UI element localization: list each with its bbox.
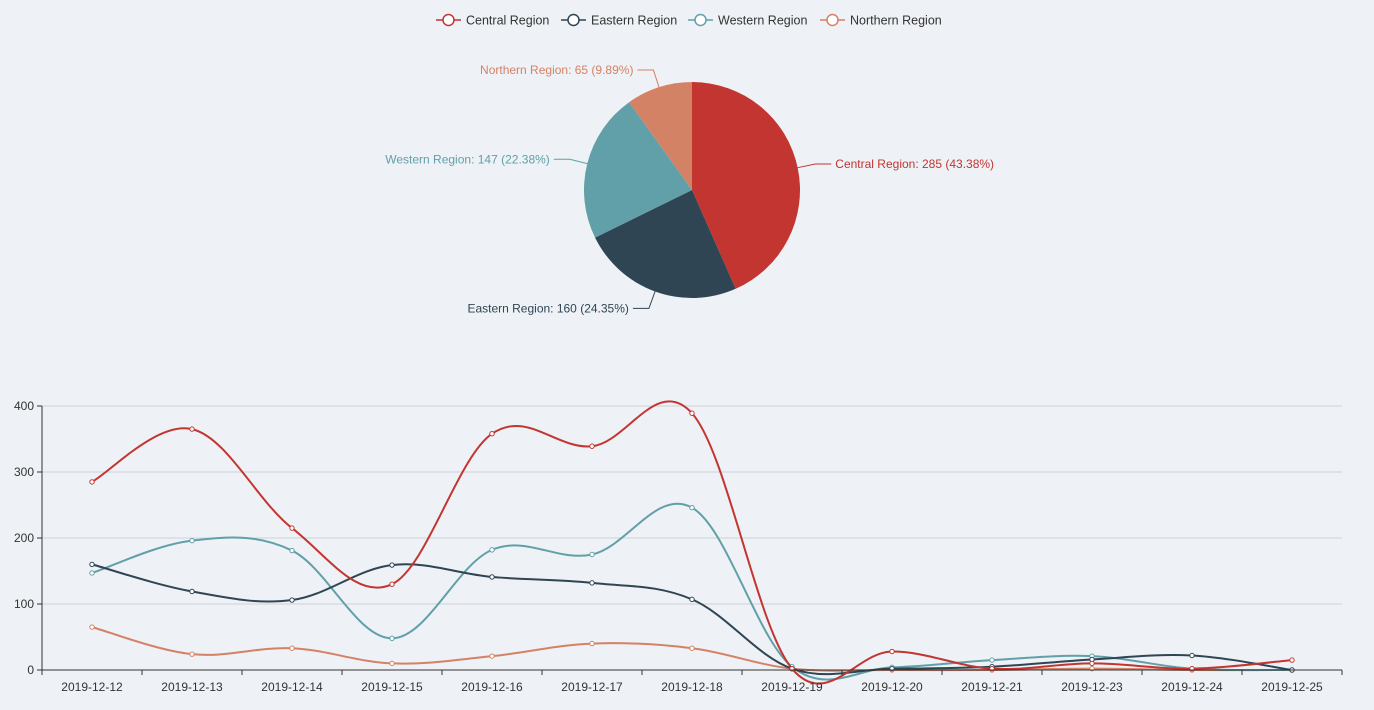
legend-item-central-region[interactable]: Central Region (436, 14, 549, 28)
x-tick-label: 2019-12-23 (1061, 680, 1123, 694)
x-tick-label: 2019-12-13 (161, 680, 223, 694)
x-tick-label: 2019-12-24 (1161, 680, 1223, 694)
data-point-central-region[interactable] (289, 525, 295, 531)
x-tick-label: 2019-12-18 (661, 680, 723, 694)
pie-label-line (553, 158, 588, 165)
data-point-eastern-region[interactable] (489, 574, 495, 580)
data-point-northern-region[interactable] (489, 653, 495, 659)
data-point-eastern-region[interactable] (689, 596, 695, 603)
pie-slice-eastern-region[interactable] (595, 190, 736, 298)
x-tick-label: 2019-12-25 (1261, 680, 1323, 694)
data-point-northern-region[interactable] (289, 645, 295, 651)
data-point-western-region[interactable] (589, 551, 595, 558)
series-western-region (89, 502, 1295, 681)
data-point-eastern-region[interactable] (89, 561, 95, 568)
legend-circle-marker (694, 13, 707, 27)
data-point-eastern-region[interactable] (289, 597, 295, 603)
data-point-central-region[interactable] (689, 410, 695, 416)
pie-label-line (637, 69, 660, 88)
y-tick-label: 0 (27, 663, 34, 677)
data-point-central-region[interactable] (889, 648, 895, 655)
line-chart-series (89, 400, 1295, 685)
data-point-central-region[interactable] (189, 426, 195, 432)
series-central-region (89, 400, 1295, 685)
data-point-northern-region[interactable] (689, 645, 695, 651)
pie-label-eastern-region: Eastern Region: 160 (24.35%) (467, 301, 628, 315)
legend-circle-marker (567, 13, 580, 27)
line-chart-grid (42, 405, 1342, 605)
legend: Central Region Eastern Region Western Regi… (436, 14, 942, 28)
series-line-western-region (91, 502, 1293, 681)
x-tick-label: 2019-12-20 (861, 680, 923, 694)
data-point-western-region[interactable] (489, 547, 495, 553)
pie-label-line (797, 163, 832, 169)
pie-slice-western-region[interactable] (584, 102, 692, 238)
legend-label: Western Region (718, 14, 807, 28)
pie-label-northern-region: Northern Region: 65 (9.89%) (480, 63, 633, 77)
data-point-central-region[interactable] (589, 443, 595, 449)
y-tick-label: 300 (14, 465, 34, 479)
legend-circle-marker (826, 13, 839, 27)
data-point-western-region[interactable] (289, 547, 295, 554)
pie-slice-central-region[interactable] (692, 82, 800, 289)
y-tick-label: 100 (14, 597, 34, 611)
data-point-central-region[interactable] (1289, 657, 1295, 663)
data-point-eastern-region[interactable] (189, 588, 195, 595)
x-tick-label: 2019-12-16 (461, 680, 523, 694)
pie-label-western-region: Western Region: 147 (22.38%) (385, 152, 550, 166)
data-point-western-region[interactable] (689, 504, 695, 511)
data-point-western-region[interactable] (989, 657, 995, 663)
legend-circle-marker (442, 13, 455, 27)
x-tick-label: 2019-12-21 (961, 680, 1023, 694)
legend-item-eastern-region[interactable]: Eastern Region (561, 14, 677, 28)
data-point-eastern-region[interactable] (1189, 652, 1195, 659)
data-point-western-region[interactable] (89, 570, 95, 576)
x-tick-label: 2019-12-12 (61, 680, 123, 694)
data-point-eastern-region[interactable] (389, 562, 395, 568)
data-point-western-region[interactable] (389, 635, 395, 642)
data-point-central-region[interactable] (489, 431, 495, 437)
line-chart-axes: 0 100 200 300 400 2019-12-12 2019-12-13 2019-12… (14, 399, 1343, 694)
pie-chart: Central Region: 285 (43.38%) Eastern Regi… (385, 63, 994, 315)
series-eastern-region (89, 561, 1295, 676)
data-point-western-region[interactable] (189, 537, 195, 544)
data-point-eastern-region[interactable] (589, 580, 595, 586)
y-tick-label: 200 (14, 531, 34, 545)
legend-item-northern-region[interactable]: Northern Region (820, 14, 942, 28)
legend-label: Northern Region (850, 14, 942, 28)
data-point-central-region[interactable] (389, 581, 395, 587)
series-line-eastern-region (91, 563, 1293, 676)
data-point-central-region[interactable] (89, 479, 95, 485)
data-point-northern-region[interactable] (589, 640, 595, 647)
data-point-northern-region[interactable] (89, 624, 95, 630)
y-tick-label: 400 (14, 399, 34, 413)
pie-label-central-region: Central Region: 285 (43.38%) (835, 157, 994, 171)
data-point-northern-region[interactable] (189, 651, 195, 657)
legend-label: Eastern Region (591, 14, 677, 28)
x-tick-label: 2019-12-15 (361, 680, 423, 694)
legend-item-western-region[interactable]: Western Region (688, 14, 807, 28)
legend-label: Central Region (466, 14, 549, 28)
pie-label-line (632, 291, 656, 309)
x-tick-label: 2019-12-19 (761, 680, 823, 694)
pie-slice-northern-region[interactable] (629, 82, 692, 190)
x-tick-label: 2019-12-17 (561, 680, 623, 694)
data-point-northern-region[interactable] (389, 660, 395, 667)
data-point-central-region[interactable] (1089, 660, 1095, 667)
x-tick-label: 2019-12-14 (261, 680, 323, 694)
